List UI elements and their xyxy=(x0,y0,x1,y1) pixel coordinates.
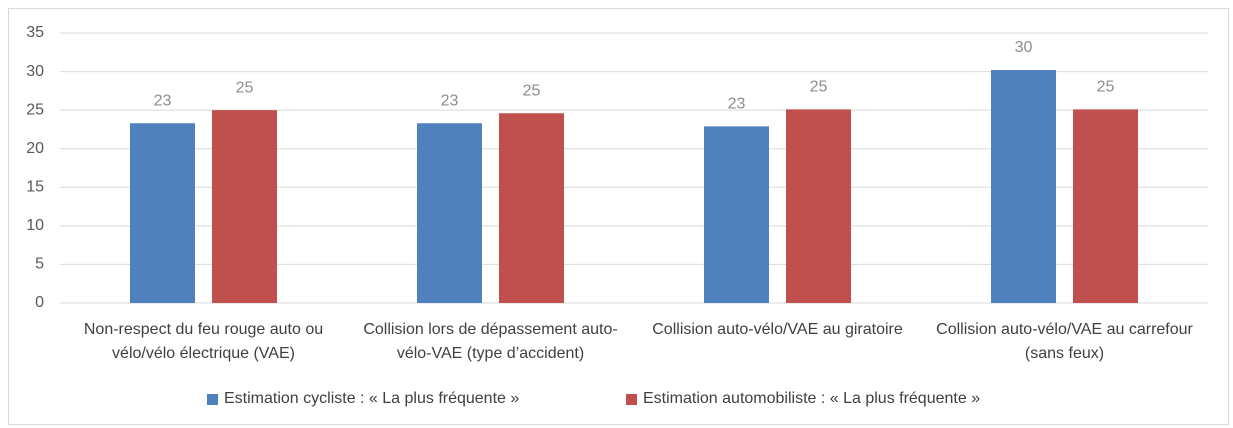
x-tick-label: Collision lors de dépassement auto-vélo-… xyxy=(363,321,618,362)
data-label: 30 xyxy=(1015,39,1033,56)
legend-swatch xyxy=(626,393,637,405)
legend-label: Estimation automobiliste : « La plus fré… xyxy=(643,390,981,407)
bar xyxy=(130,123,195,303)
data-label: 23 xyxy=(441,92,459,109)
bar xyxy=(499,113,564,303)
y-tick-label: 20 xyxy=(26,140,44,157)
legend-item: Estimation cycliste : « La plus fréquent… xyxy=(207,390,519,408)
x-tick-label: Non-respect du feu rouge auto ou vélo/vé… xyxy=(83,321,324,362)
y-tick-label: 5 xyxy=(35,256,44,273)
y-tick-label: 30 xyxy=(26,63,44,80)
data-label: 23 xyxy=(154,92,172,109)
y-tick-label: 10 xyxy=(26,217,44,234)
bar xyxy=(212,110,277,304)
y-tick-label: 0 xyxy=(35,294,44,311)
x-tick-label: Collision auto-vélo/VAE au giratoire xyxy=(652,321,903,338)
legend-item: Estimation automobiliste : « La plus fré… xyxy=(626,390,980,408)
bar xyxy=(991,70,1056,304)
data-label: 25 xyxy=(810,79,828,96)
y-tick-label: 25 xyxy=(26,101,44,118)
data-label: 25 xyxy=(1097,79,1115,96)
bar xyxy=(786,109,851,303)
x-tick-label: Collision auto-vélo/VAE au carrefour (sa… xyxy=(936,321,1193,362)
y-tick-label: 35 xyxy=(26,24,44,41)
y-tick-label: 15 xyxy=(26,179,44,196)
bar xyxy=(704,126,769,303)
chart-border xyxy=(8,8,1229,425)
bar xyxy=(1073,109,1138,303)
legend-label: Estimation cycliste : « La plus fréquent… xyxy=(224,390,520,407)
data-label: 25 xyxy=(236,79,254,96)
bar xyxy=(417,123,482,303)
legend-swatch xyxy=(207,393,218,405)
data-label: 23 xyxy=(728,96,746,113)
data-label: 25 xyxy=(523,82,541,99)
